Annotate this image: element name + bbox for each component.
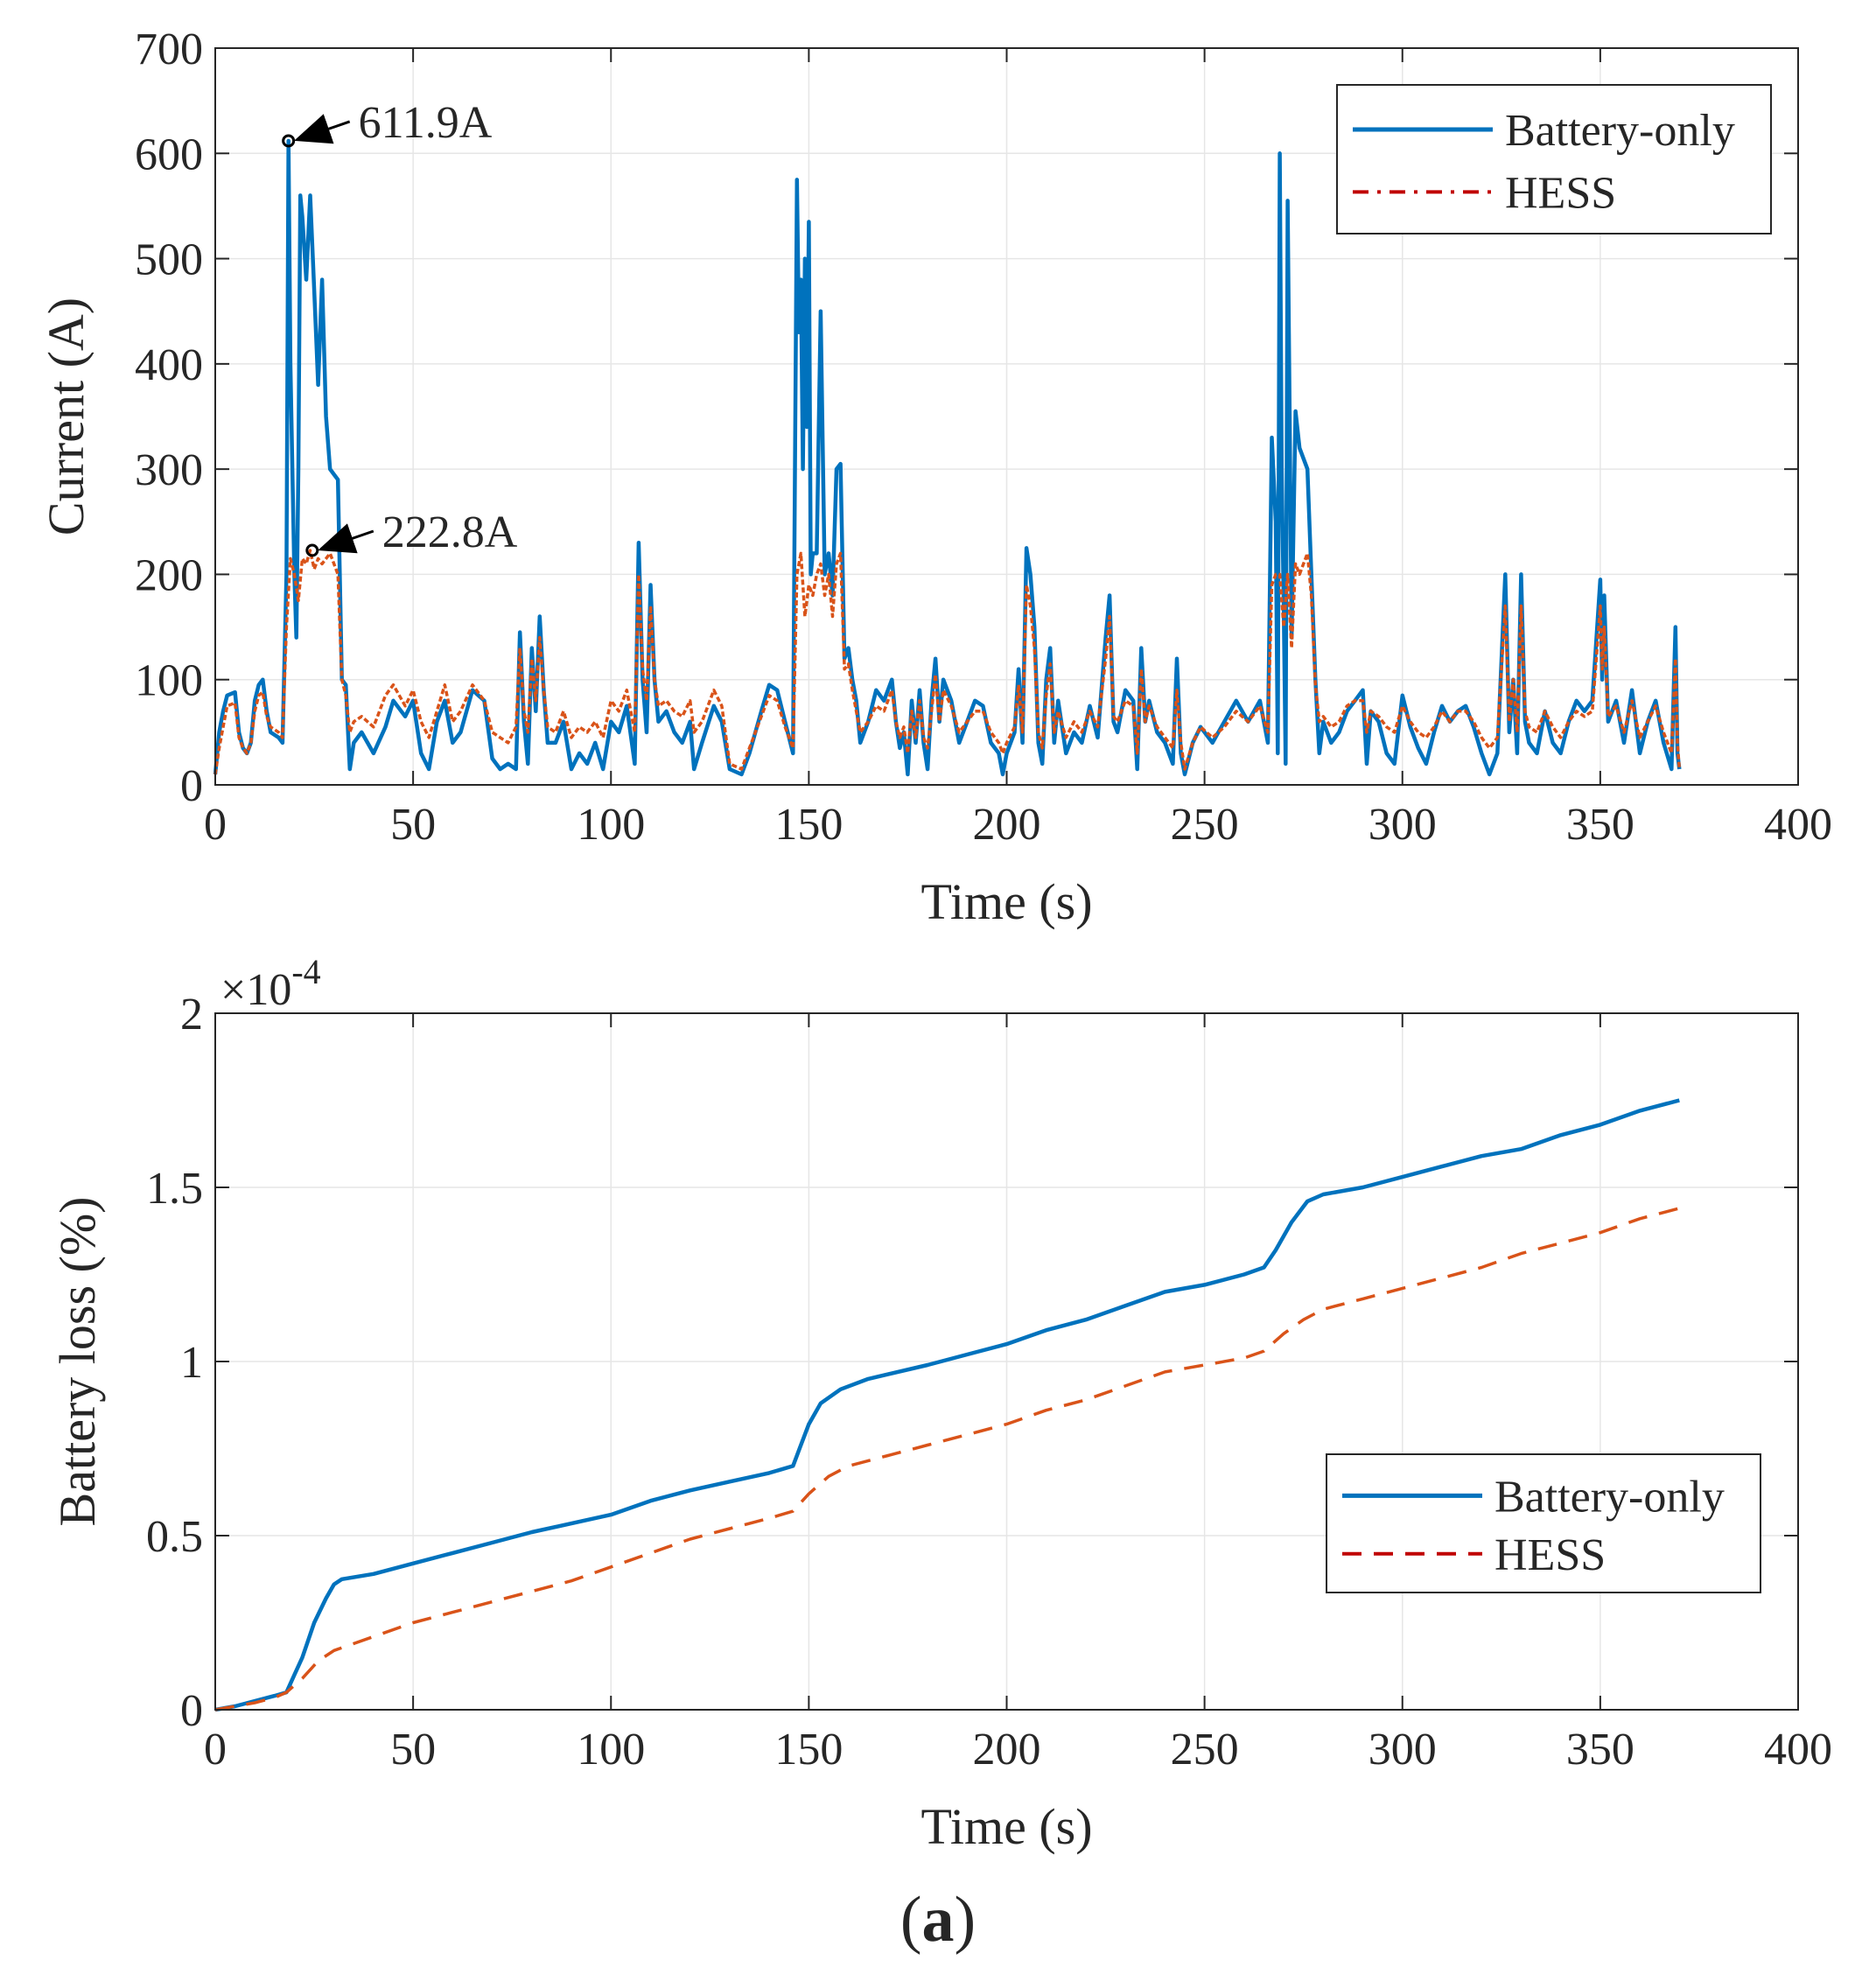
legend-box xyxy=(1326,1453,1761,1593)
y-tick-label: 700 xyxy=(135,24,203,74)
x-tick-label: 100 xyxy=(577,800,645,850)
annotation-marker xyxy=(282,134,296,148)
y-tick-label: 400 xyxy=(135,340,203,390)
x-tick-label: 150 xyxy=(774,800,843,850)
x-tick-label: 250 xyxy=(1171,1725,1239,1774)
battery-loss-chart: 0 50 100 150 200 250 300 350 400 0 0.5 1 1.5 2 Batter… xyxy=(49,952,1832,1855)
y-tick-label: 0.5 xyxy=(146,1512,203,1562)
battery-loss-chart-grid xyxy=(214,1012,1799,1711)
battery-loss-chart-x-axis-label: Time (s) xyxy=(920,1798,1092,1855)
current-chart-series xyxy=(213,138,1682,777)
battery-loss-chart-exponent-label: ×10-4 xyxy=(220,952,321,1015)
battery-loss-chart-legend: Battery-only HESS xyxy=(1326,1453,1761,1593)
x-tick-label: 0 xyxy=(204,800,227,850)
annotation-marker xyxy=(305,543,319,557)
exponent-base: ×10 xyxy=(220,965,291,1015)
current-chart-y-axis-label: Current (A) xyxy=(38,298,94,536)
y-tick-label: 1 xyxy=(180,1338,203,1388)
annotation-arrow xyxy=(293,114,351,144)
y-tick-label: 1.5 xyxy=(146,1164,203,1214)
current-chart: 0 50 100 150 200 250 300 350 400 0 100 200 300 400 500… xyxy=(38,24,1832,930)
y-tick-label: 300 xyxy=(135,445,203,495)
x-tick-label: 400 xyxy=(1764,1725,1832,1774)
battery-loss-chart-series xyxy=(214,1098,1680,1712)
x-tick-label: 400 xyxy=(1764,800,1832,850)
current-chart-annotations: 611.9A 222.8A xyxy=(282,98,518,557)
y-tick-label: 500 xyxy=(135,235,203,285)
legend-label-battery-only: Battery-only xyxy=(1494,1472,1725,1522)
caption-letter: a xyxy=(922,1884,955,1956)
x-tick-label: 250 xyxy=(1171,800,1239,850)
y-tick-label: 100 xyxy=(135,656,203,706)
legend-label-hess: HESS xyxy=(1505,168,1616,218)
y-tick-label: 600 xyxy=(135,130,203,179)
series-line-battery-only xyxy=(214,1098,1680,1712)
x-tick-label: 200 xyxy=(973,800,1041,850)
x-tick-label: 300 xyxy=(1368,1725,1437,1774)
x-tick-label: 50 xyxy=(390,800,436,850)
annotation-arrow xyxy=(318,523,374,554)
annotation-label: 222.8A xyxy=(382,508,518,557)
legend-box xyxy=(1336,84,1772,234)
y-tick-label: 200 xyxy=(135,550,203,600)
caption-close: ) xyxy=(955,1884,976,1956)
current-chart-ticks: 0 50 100 150 200 250 300 350 400 0 100 200 300 400 500… xyxy=(135,24,1832,850)
y-tick-label: 2 xyxy=(180,990,203,1040)
current-chart-legend: Battery-only HESS xyxy=(1336,84,1772,234)
x-tick-label: 50 xyxy=(390,1725,436,1774)
exponent-power: -4 xyxy=(291,952,320,991)
legend-label-hess: HESS xyxy=(1494,1530,1606,1580)
x-tick-label: 350 xyxy=(1566,800,1634,850)
x-tick-label: 100 xyxy=(577,1725,645,1774)
current-chart-x-axis-label: Time (s) xyxy=(920,873,1092,930)
y-tick-label: 0 xyxy=(180,1686,203,1736)
y-tick-label: 0 xyxy=(180,761,203,811)
series-line-hess xyxy=(214,549,1682,775)
x-tick-label: 350 xyxy=(1566,1725,1634,1774)
battery-loss-chart-ticks: 0 50 100 150 200 250 300 350 400 0 0.5 1 1.5 2 xyxy=(146,990,1832,1774)
figure-caption: (a) xyxy=(900,1884,976,1956)
caption-open: ( xyxy=(900,1884,922,1956)
legend-label-battery-only: Battery-only xyxy=(1505,106,1735,156)
battery-loss-chart-y-axis-label: Battery loss (%) xyxy=(49,1197,106,1527)
x-tick-label: 300 xyxy=(1368,800,1437,850)
x-tick-label: 0 xyxy=(204,1725,227,1774)
annotation-label: 611.9A xyxy=(359,98,493,148)
x-tick-label: 200 xyxy=(973,1725,1041,1774)
x-tick-label: 150 xyxy=(774,1725,843,1774)
